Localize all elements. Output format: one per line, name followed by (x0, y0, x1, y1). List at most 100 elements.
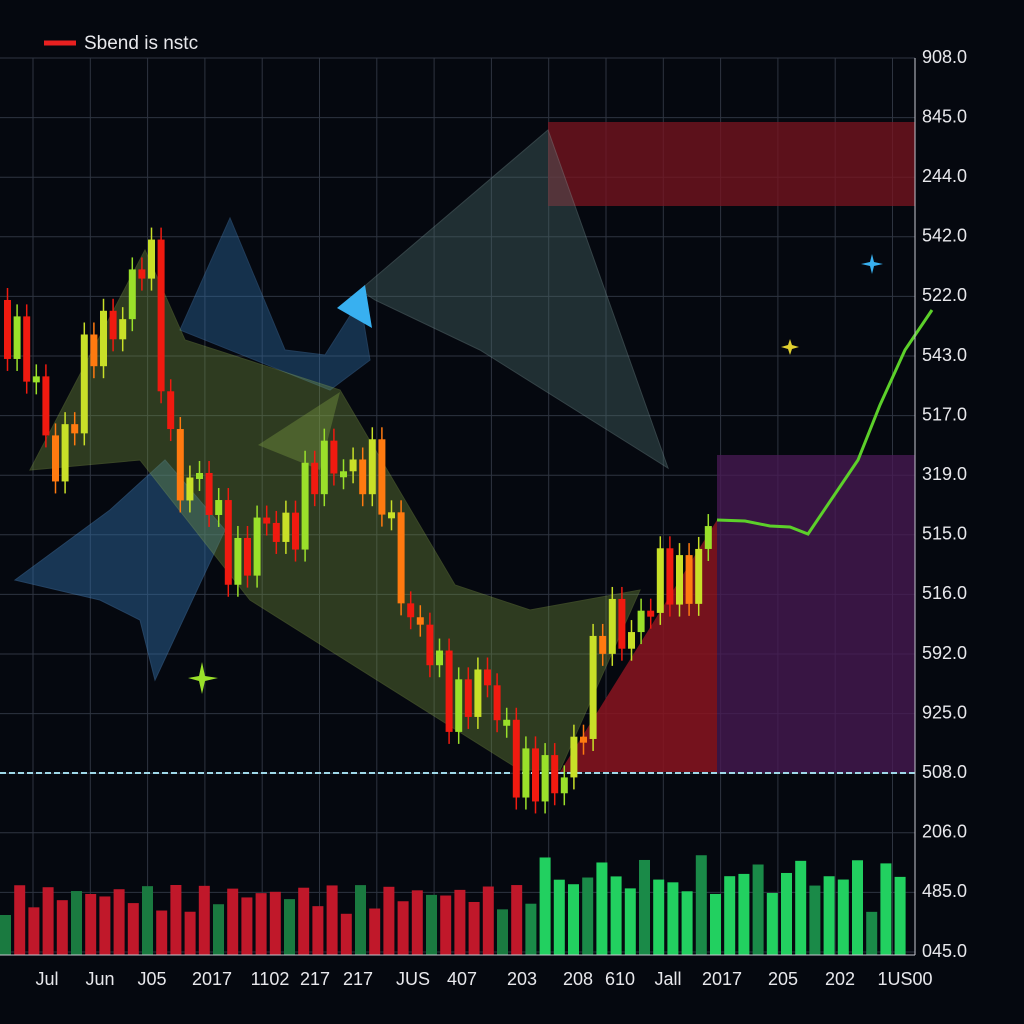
volume-bar (553, 879, 565, 955)
volume-bar (156, 910, 168, 955)
legend-label: Sbend is nstc (84, 33, 198, 54)
candle-body (71, 424, 79, 434)
volume-bar (142, 886, 153, 955)
candle-body (436, 650, 443, 666)
candle-body (551, 755, 559, 794)
candle-body (647, 610, 655, 617)
candle-body (522, 748, 530, 798)
y-tick-label: 542.0 (922, 226, 967, 246)
volume-bar (411, 890, 423, 955)
volume-bar (525, 903, 537, 955)
candle-body (666, 548, 674, 605)
candle-body (61, 424, 69, 482)
volume-bar (539, 857, 551, 955)
candle-body (301, 462, 309, 550)
candle-body (80, 334, 88, 434)
volume-bar (227, 888, 239, 955)
volume-bar (14, 885, 26, 955)
volume-bar (440, 895, 452, 955)
candle-body (580, 736, 587, 743)
candle-body (359, 459, 367, 495)
volume-bar (795, 860, 807, 955)
candle-body (292, 512, 299, 550)
volume-bar (880, 863, 892, 955)
volume-bar (582, 877, 594, 955)
volume-bar (766, 892, 778, 955)
candle-body (4, 300, 11, 359)
candle-body (589, 635, 597, 739)
candle-body (119, 319, 127, 340)
y-tick-label: 925.0 (922, 702, 967, 722)
volume-bars (0, 855, 906, 955)
volume-bar (724, 876, 736, 955)
candle-body (167, 391, 175, 430)
sparkle (861, 254, 883, 274)
y-tick-label: 522.0 (922, 285, 967, 305)
candle-body (397, 512, 405, 604)
candle-body (407, 603, 415, 618)
x-tick-label: 202 (825, 969, 855, 989)
y-tick-label: 244.0 (922, 166, 967, 186)
volume-bar (170, 885, 182, 955)
candle-body (349, 459, 357, 472)
y-tick-label: 485.0 (922, 881, 967, 901)
candle-body (186, 477, 194, 501)
candle-body (656, 548, 664, 613)
candle-body (234, 537, 242, 585)
candle-body (474, 669, 482, 717)
candle-body (685, 555, 693, 604)
x-tick-label: Jall (654, 969, 681, 989)
resistance-zone (548, 122, 915, 206)
volume-bar (71, 891, 82, 955)
y-tick-label: 319.0 (922, 464, 967, 484)
x-tick-label: 610 (605, 969, 635, 989)
candle-body (52, 435, 59, 482)
harmonic-pattern (258, 392, 340, 470)
harmonic-pattern (359, 129, 669, 470)
candle-body (23, 316, 31, 382)
y-tick-label: 515.0 (922, 524, 967, 544)
candle-body (637, 610, 645, 633)
x-tick-label: Jun (85, 969, 114, 989)
candle-body (368, 439, 376, 495)
candle-body (157, 239, 165, 392)
blue-pattern (179, 216, 371, 391)
candle-body (32, 376, 40, 383)
candle-body (608, 598, 616, 654)
blue-pattern (13, 459, 226, 682)
candle-body (484, 669, 491, 686)
candle-body (148, 239, 155, 279)
x-tick-label: 2017 (702, 969, 742, 989)
volume-bar (28, 907, 40, 955)
x-tick-label: Jul (35, 969, 58, 989)
candle-body (455, 679, 463, 732)
candle-body (90, 334, 98, 367)
candle-body (176, 429, 184, 501)
volume-bar (781, 872, 792, 955)
x-tick-label: 1102 (251, 969, 290, 989)
candle-body (215, 500, 223, 515)
x-tick-label: 217 (300, 969, 330, 989)
volume-bar (809, 885, 821, 955)
candle-body (560, 777, 568, 794)
candle-body (503, 719, 511, 726)
candle-body (426, 624, 434, 666)
volume-bar (894, 876, 906, 955)
volume-bar (113, 889, 125, 955)
volume-bar (355, 885, 366, 955)
volume-bar (269, 891, 281, 955)
candle-body (253, 517, 261, 576)
volume-bar (823, 876, 835, 955)
volume-bar (184, 911, 196, 955)
volume-bar (752, 864, 764, 955)
arrow-marker (337, 285, 372, 328)
volume-bar (56, 900, 68, 955)
volume-bar (85, 894, 97, 955)
candle-body (320, 440, 328, 495)
sparkle (781, 339, 799, 355)
axis-labels: 908.0 845.0 244.0 542.0 522.0 543.0 517.0 319.0… (35, 47, 967, 989)
volume-bar (298, 887, 310, 955)
volume-bar (667, 882, 679, 955)
y-tick-label: 516.0 (922, 583, 967, 603)
volume-bar (681, 891, 693, 955)
